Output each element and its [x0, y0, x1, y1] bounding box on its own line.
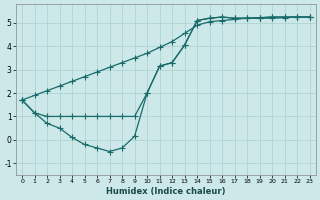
X-axis label: Humidex (Indice chaleur): Humidex (Indice chaleur) [106, 187, 226, 196]
